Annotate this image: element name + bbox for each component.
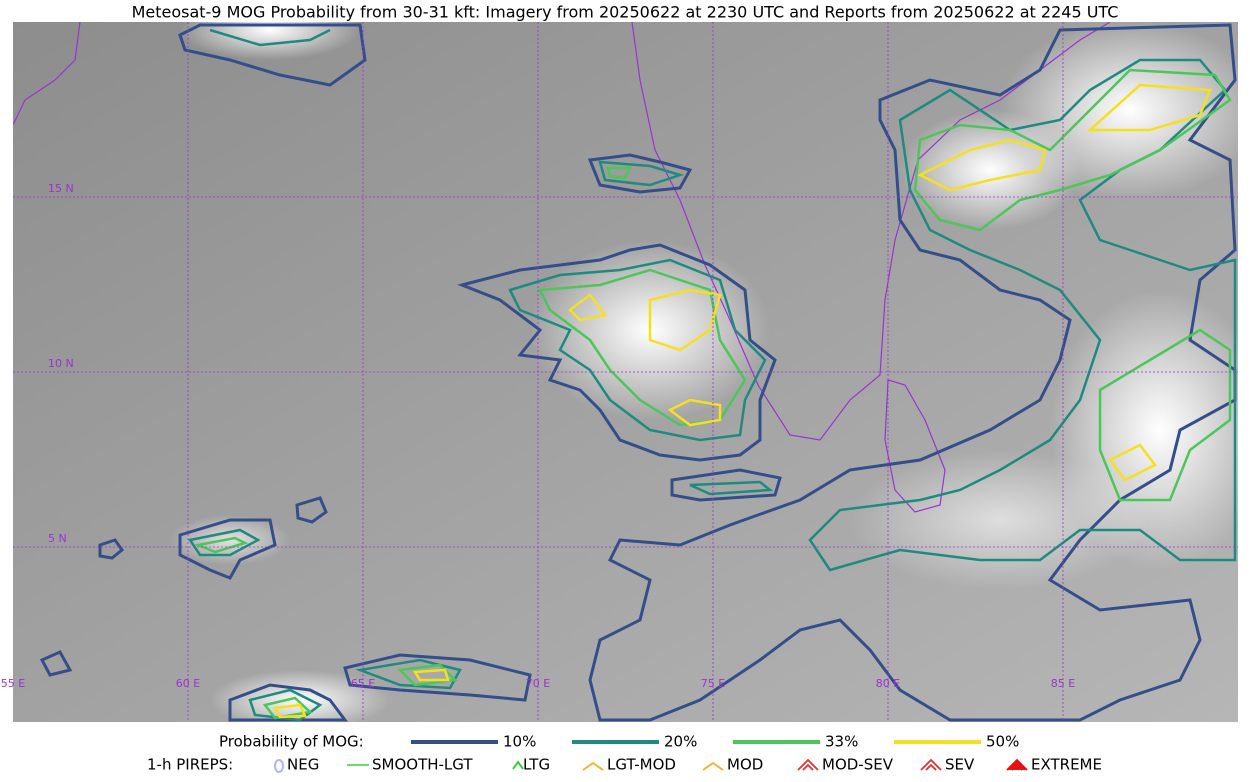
legend-label: SMOOTH-LGT xyxy=(372,756,473,774)
clouds xyxy=(170,22,1238,722)
lat-label: 5 N xyxy=(48,532,67,545)
legend-label: MOD-SEV xyxy=(822,756,894,774)
lon-label: 75 E xyxy=(701,677,725,690)
pirep-symbol xyxy=(582,761,604,771)
legend-label: LTG xyxy=(523,756,550,774)
lon-label: 60 E xyxy=(176,677,200,690)
pirep-symbol xyxy=(797,758,819,771)
legend-label: MOD xyxy=(727,756,763,774)
legend-label: LGT-MOD xyxy=(607,756,676,774)
lat-label: 10 N xyxy=(48,357,74,370)
legend-label: EXTREME xyxy=(1031,756,1102,774)
lon-label: 80 E xyxy=(876,677,900,690)
pirep-symbol xyxy=(274,759,284,773)
legend: Probability of MOG: 1-h PIREPS: 10% 20% 33… xyxy=(147,733,1102,774)
legend-label: 50% xyxy=(986,733,1019,751)
legend-label: 33% xyxy=(825,733,858,751)
pirep-symbol xyxy=(920,758,942,771)
lon-label: 70 E xyxy=(526,677,550,690)
pirep-symbol xyxy=(1006,758,1028,771)
map xyxy=(13,22,1238,722)
legend-label: 20% xyxy=(664,733,697,751)
legend-label: NEG xyxy=(287,756,319,774)
legend-title: 1-h PIREPS: xyxy=(147,756,233,774)
lon-label: 85 E xyxy=(1051,677,1075,690)
title: Meteosat-9 MOG Probability from 30-31 kf… xyxy=(132,3,1119,22)
lat-label: 15 N xyxy=(48,182,74,195)
pirep-symbol xyxy=(702,761,724,771)
graticule: 15 N 10 N 5 N 55 E 60 E 65 E 70 E 75 E 80 E 85 E xyxy=(1,22,1238,722)
lon-label: 55 E xyxy=(1,677,25,690)
legend-label: 10% xyxy=(503,733,536,751)
coastline xyxy=(13,22,1111,513)
contours xyxy=(39,23,1237,722)
pirep-symbol xyxy=(512,760,524,770)
legend-label: SEV xyxy=(945,756,975,774)
legend-title: Probability of MOG: xyxy=(219,733,364,751)
lon-label: 65 E xyxy=(351,677,375,690)
